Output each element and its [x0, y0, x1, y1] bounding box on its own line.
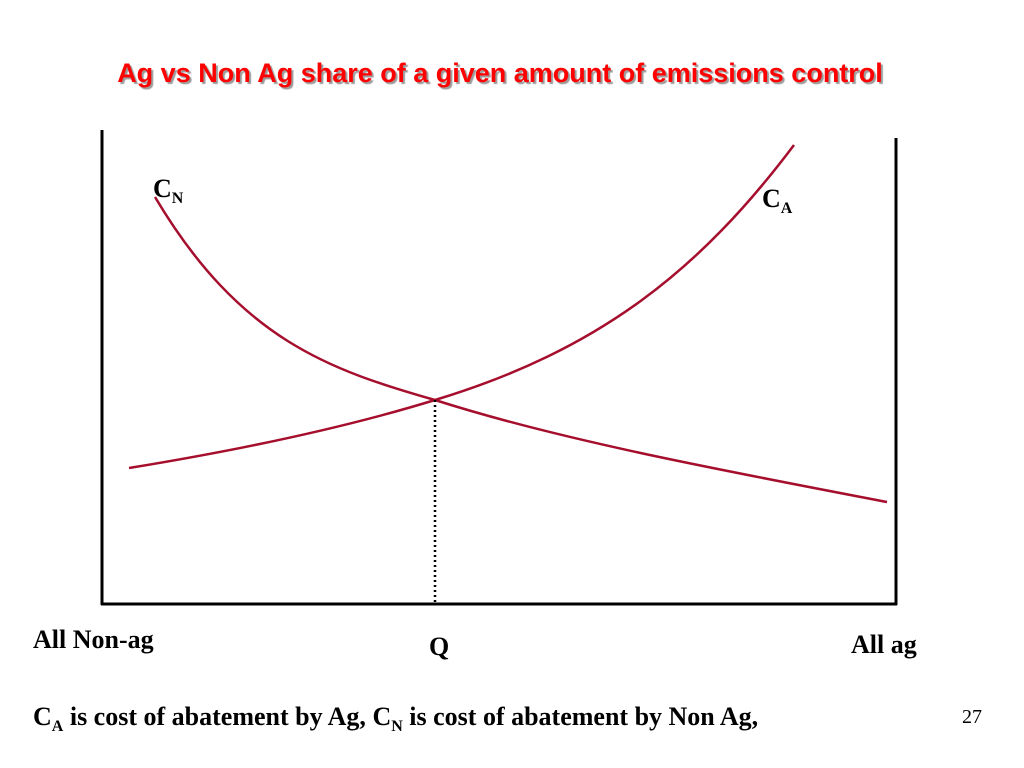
slide-title: Ag vs Non Ag share of a given amount of … — [117, 58, 883, 88]
cn-curve — [153, 196, 888, 504]
x-axis-q-label: Q — [429, 632, 450, 661]
caption: CA is cost of abatement by Ag, CN is cos… — [33, 702, 759, 735]
x-axis-right-label: All ag — [851, 630, 917, 659]
cn-curve-label: CN — [153, 174, 184, 207]
ca-curve-label: CA — [762, 184, 793, 217]
page-number: 27 — [962, 706, 982, 728]
x-axis-left-label: All Non-ag — [33, 625, 154, 654]
ca-curve — [128, 144, 795, 470]
